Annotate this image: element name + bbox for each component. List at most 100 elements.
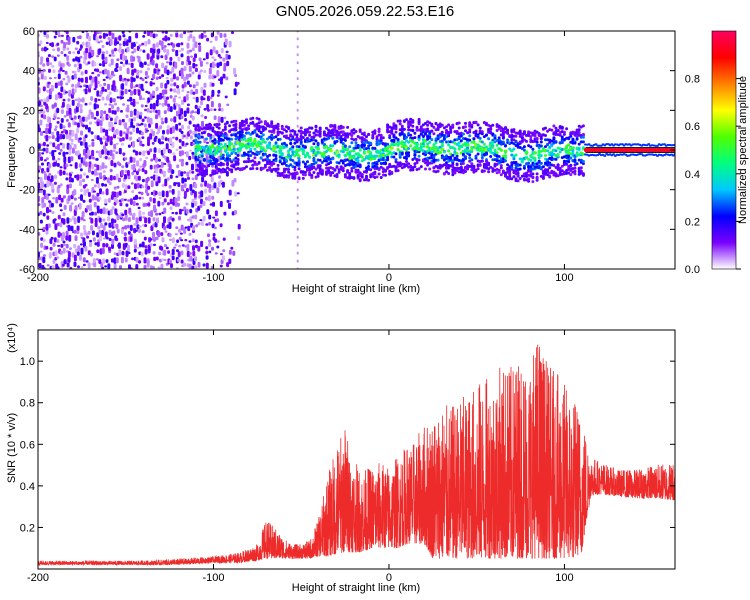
spectrogram-cell <box>101 247 105 254</box>
spectrogram-cell <box>116 96 120 99</box>
spectrogram-cell <box>138 210 142 217</box>
spectrogram-cell <box>65 82 69 86</box>
spectrogram-cell <box>434 122 438 125</box>
spectrogram-cell <box>126 127 130 135</box>
spectrogram-cell <box>133 116 136 122</box>
spectrogram-cell <box>85 175 89 179</box>
spectrogram-cell <box>459 145 464 149</box>
spectrogram-cell <box>565 162 569 166</box>
spectrogram-cell <box>54 82 58 89</box>
spectrogram-cell <box>68 89 72 97</box>
spectrogram-cell <box>209 133 213 137</box>
spectrogram-cell <box>152 43 156 50</box>
spectrogram-cell <box>325 126 328 130</box>
snr-y-label: SNR (10 * v/v) <box>6 413 18 483</box>
spectrogram-cell <box>287 126 291 130</box>
spectrogram-cell <box>522 138 526 142</box>
spectrogram-cell <box>101 51 105 55</box>
spectrogram-cell <box>157 200 161 207</box>
spectrogram-cell <box>119 265 122 269</box>
spectrogram-cell <box>80 77 84 83</box>
spectrogram-cell <box>200 154 204 158</box>
spectrogram-cell <box>126 78 130 82</box>
spectrogram-cell <box>141 196 145 200</box>
spectrogram-cell <box>175 31 179 34</box>
spectrogram-cell <box>186 50 190 55</box>
spectrogram-cell <box>487 137 491 141</box>
spectrogram-cell <box>73 209 77 216</box>
spectrogram-cell <box>544 154 547 157</box>
spectrogram-cell <box>205 137 208 141</box>
spectrogram-cell <box>112 80 116 87</box>
spectrogram-cell <box>480 130 484 134</box>
spectrogram-cell <box>75 105 79 113</box>
spectrogram-cell <box>200 86 204 94</box>
spectrogram-cell <box>153 243 156 247</box>
spectrogram-cell <box>183 135 187 138</box>
spectrogram-cell <box>415 143 419 146</box>
spectrogram-cell <box>236 135 240 139</box>
spectrogram-cell <box>296 180 299 184</box>
spectrogram-cell <box>169 238 172 241</box>
spectrogram-cell <box>223 127 227 131</box>
spectrogram-cell <box>216 70 220 77</box>
spectrogram-cell <box>50 236 54 240</box>
spectrogram-cell <box>209 96 213 100</box>
spectrogram-cell <box>135 41 138 44</box>
spectrogram-cell <box>183 81 187 88</box>
spectrogram-cell <box>101 149 105 155</box>
spectrogram-cell <box>358 171 362 175</box>
spectrogram-cell <box>41 152 45 155</box>
spectrogram-cell <box>185 161 189 166</box>
spectrogram-cell <box>101 116 105 122</box>
spectrogram-cell <box>96 135 100 141</box>
spectrogram-cell <box>113 27 116 31</box>
spectrogram-cell <box>65 119 69 122</box>
spectrogram-cell <box>198 45 202 52</box>
spectrogram-cell <box>46 215 50 220</box>
spectrogram-cell <box>343 145 347 149</box>
spectrogram-cell <box>183 110 187 118</box>
spectrogram-cell <box>205 170 208 174</box>
spectrogram-cell <box>155 42 159 48</box>
spectrogram-cell <box>581 146 585 150</box>
spectrogram-cell <box>118 119 122 126</box>
spectrogram-cell <box>436 158 440 162</box>
spectrogram-cell <box>240 130 244 134</box>
spectrogram-cell <box>104 231 108 238</box>
spectrogram-cell <box>162 155 166 158</box>
spectrogram-cell <box>161 135 165 140</box>
colorbar-ticks: 0.00.20.40.60.8 <box>685 74 741 276</box>
spectrogram-cell <box>230 170 234 174</box>
spectrogram-cell <box>127 185 131 190</box>
spectrogram-cell <box>180 171 184 177</box>
spectrogram-cell <box>251 121 255 125</box>
spectrogram-cell <box>234 28 237 31</box>
spectrogram-cell <box>93 88 97 91</box>
spectrogram-cell <box>51 183 54 190</box>
spectrogram-cell <box>66 55 70 62</box>
spectrogram-cell <box>150 31 154 34</box>
spectrogram-cell <box>194 150 198 154</box>
spectrogram-cell <box>468 138 472 142</box>
spectrogram-cell <box>228 249 232 255</box>
spectrogram-cell <box>537 164 541 168</box>
spectrogram-cell <box>118 177 121 183</box>
spectrogram-cell <box>103 82 107 87</box>
spectrogram-cell <box>375 162 379 166</box>
spectrogram-cell <box>109 168 113 173</box>
spectrogram-cell <box>52 259 56 264</box>
spectrogram-cell <box>100 109 104 117</box>
spectrogram-cell <box>354 157 358 161</box>
spectrogram-cell <box>206 37 210 42</box>
spectrogram-cell <box>59 123 63 130</box>
spectrogram-cell <box>174 61 178 69</box>
spectrogram-cell <box>60 34 64 38</box>
spectrogram-cell <box>124 214 128 221</box>
spectrogram-cell <box>228 130 232 134</box>
spectrogram-cell <box>362 144 366 147</box>
spectrogram-cell <box>495 143 499 147</box>
spectrogram-cell <box>234 152 238 155</box>
spectrogram-cell <box>226 262 230 268</box>
